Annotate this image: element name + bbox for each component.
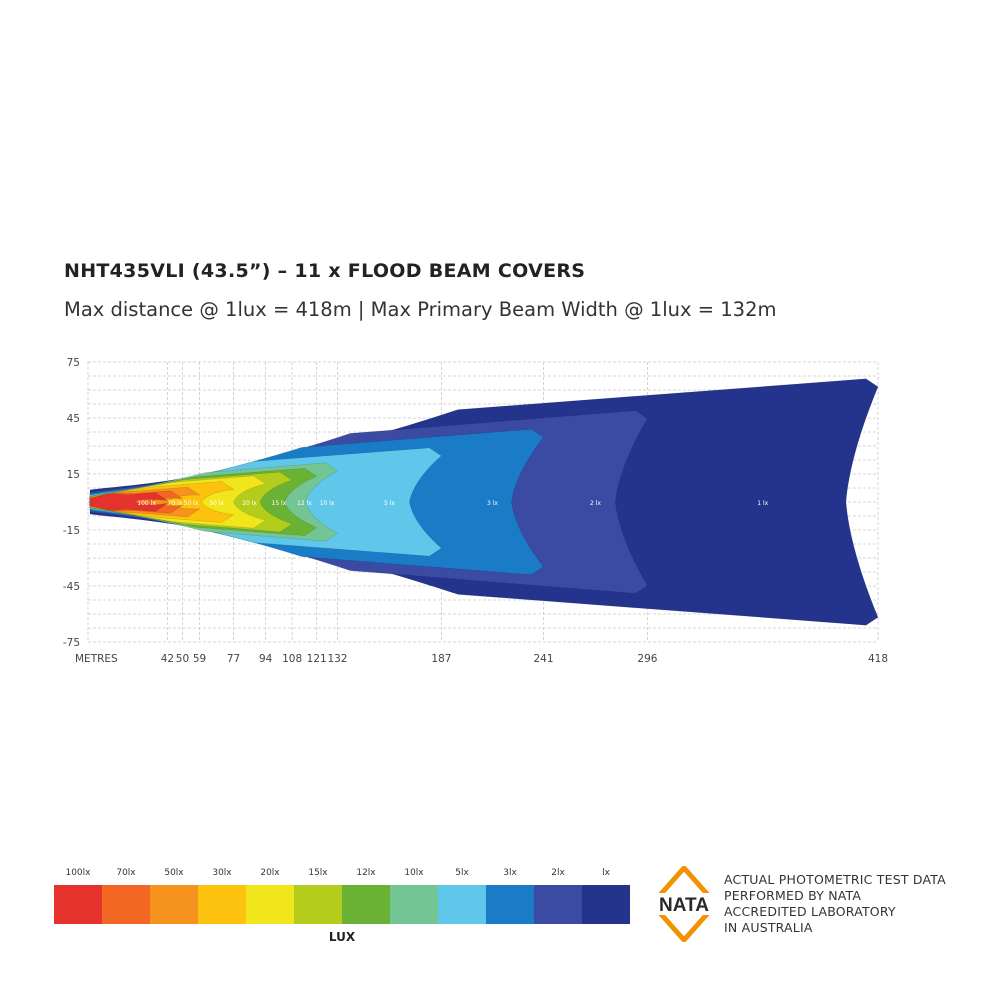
nata-text-backing: [650, 893, 718, 915]
nata-line: PERFORMED BY NATA: [724, 888, 862, 903]
legend-label: lx: [602, 868, 610, 878]
contour-label: 50 lx: [184, 500, 199, 507]
legend-label: 10lx: [404, 868, 424, 878]
chart-title: NHT435VLI (43.5”) – 11 x FLOOD BEAM COVE…: [64, 260, 586, 282]
legend-label: 12lx: [356, 868, 376, 878]
legend-swatch: [198, 885, 246, 924]
legend-label: 100lx: [65, 868, 91, 878]
legend-label: 15lx: [308, 868, 328, 878]
y-tick-label: -15: [63, 525, 80, 537]
legend-swatch: [486, 885, 534, 924]
legend-label: 70lx: [116, 868, 136, 878]
legend-label: 5lx: [455, 868, 469, 878]
x-tick-label: 187: [431, 653, 451, 665]
legend-swatch: [102, 885, 150, 924]
nata-line: IN AUSTRALIA: [724, 920, 813, 935]
x-tick-label: 121: [307, 653, 327, 665]
legend-swatch: [246, 885, 294, 924]
legend-color-bar: [54, 885, 630, 924]
legend-label: 30lx: [212, 868, 232, 878]
lux-legend: 100lx 70lx 50lx 30lx 20lx 15lx 12lx 10lx 5lx 3lx 2…: [54, 868, 630, 944]
y-tick-label: -75: [63, 637, 80, 649]
x-tick-label: 241: [533, 653, 553, 665]
x-tick-label: 418: [868, 653, 888, 665]
legend-label: 50lx: [164, 868, 184, 878]
nata-diamond-outline: [650, 866, 718, 942]
nata-logo: NATA: [650, 866, 718, 942]
x-tick-label: 77: [227, 653, 240, 665]
x-tick-label: 50: [176, 653, 189, 665]
legend-swatch: [150, 885, 198, 924]
contour-label: 5 lx: [384, 500, 395, 507]
contour-label: 2 lx: [590, 500, 601, 507]
x-tick-label: 94: [259, 653, 273, 665]
legend-swatch: [438, 885, 486, 924]
y-tick-label: -45: [63, 581, 80, 593]
contour-label: 3 lx: [487, 500, 498, 507]
legend-swatch: [390, 885, 438, 924]
y-tick-label: 15: [67, 469, 80, 481]
beam-plot: 1 lx 2 lx 3 lx 5 lx 10 lx 12 lx 15 lx 20 lx 30 l…: [63, 357, 888, 665]
contour-label: 100 lx: [137, 500, 156, 507]
legend-unit-label: LUX: [328, 930, 356, 944]
contour-label: 70 lx: [168, 500, 183, 507]
legend-label: 3lx: [503, 868, 517, 878]
contour-label: 1 lx: [757, 500, 768, 507]
nata-badge: NATA ACTUAL PHOTOMETRIC TEST DATA PERFOR…: [650, 866, 950, 946]
x-tick-label: 296: [637, 653, 657, 665]
contour-label: 20 lx: [242, 500, 257, 507]
contour-100lx: [89, 492, 168, 512]
x-tick-label: 42: [161, 653, 174, 665]
legend-swatch: [54, 885, 102, 924]
nata-line: ACCREDITED LABORATORY: [724, 904, 896, 919]
y-tick-label: 45: [67, 413, 80, 425]
y-tick-label: 75: [67, 357, 80, 369]
legend-swatch: [582, 885, 630, 924]
x-axis-label: METRES: [75, 653, 118, 665]
x-tick-label: 132: [327, 653, 347, 665]
x-tick-label: 108: [282, 653, 302, 665]
legend-swatch: [534, 885, 582, 924]
legend-swatch: [294, 885, 342, 924]
nata-logo-text: NATA: [659, 895, 709, 916]
x-tick-label: 59: [193, 653, 206, 665]
chart-subtitle: Max distance @ 1lux = 418m | Max Primary…: [64, 298, 777, 321]
legend-label: 20lx: [260, 868, 280, 878]
contour-label: 10 lx: [320, 500, 335, 507]
nata-line: ACTUAL PHOTOMETRIC TEST DATA: [724, 872, 946, 887]
nata-statement: ACTUAL PHOTOMETRIC TEST DATA PERFORMED B…: [724, 872, 946, 936]
legend-label: 2lx: [551, 868, 565, 878]
legend-swatch: [342, 885, 390, 924]
legend-labels: 100lx 70lx 50lx 30lx 20lx 15lx 12lx 10lx 5lx 3lx 2…: [54, 868, 630, 882]
contour-label: 12 lx: [297, 500, 312, 507]
contour-label: 30 lx: [209, 500, 224, 507]
contour-label: 15 lx: [272, 500, 287, 507]
